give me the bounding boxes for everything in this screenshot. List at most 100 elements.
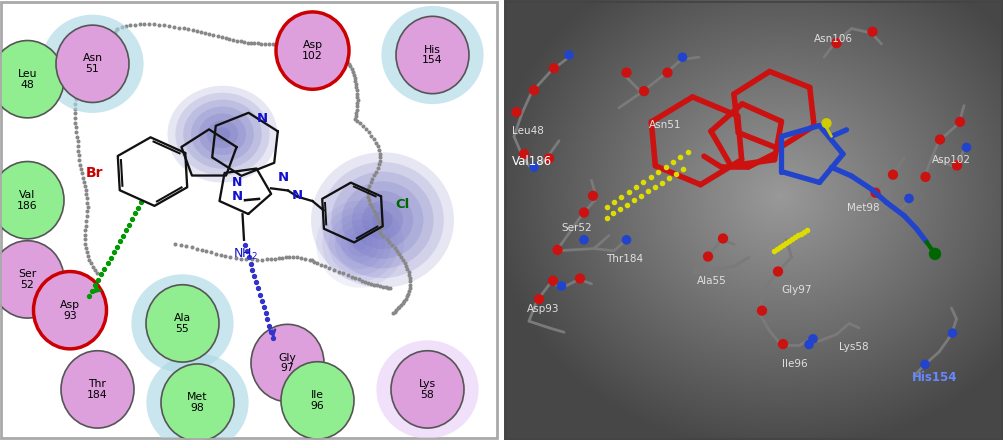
Point [864, 28, 880, 35]
Ellipse shape [145, 285, 219, 362]
Text: Gly
97: Gly 97 [279, 352, 296, 374]
Ellipse shape [41, 15, 143, 113]
Text: Leu48: Leu48 [511, 126, 543, 136]
Ellipse shape [321, 162, 443, 278]
Text: His
154: His 154 [421, 44, 442, 66]
Point [931, 136, 947, 143]
Text: Val186: Val186 [511, 155, 551, 168]
Ellipse shape [311, 152, 453, 288]
Ellipse shape [176, 93, 270, 176]
Ellipse shape [199, 114, 246, 155]
Text: Thr184: Thr184 [606, 254, 643, 264]
Point [531, 296, 547, 303]
Point [546, 65, 562, 72]
Ellipse shape [316, 201, 403, 288]
Point [561, 51, 577, 59]
Ellipse shape [322, 207, 397, 282]
Text: NH$_2$: NH$_2$ [233, 246, 257, 261]
Text: Ile
96: Ile 96 [310, 390, 324, 411]
Text: Thr
184: Thr 184 [87, 379, 107, 400]
Point [553, 282, 569, 290]
Text: Ala
55: Ala 55 [174, 313, 191, 334]
Point [674, 54, 690, 61]
Ellipse shape [362, 201, 402, 239]
Text: Asp
93: Asp 93 [60, 300, 80, 321]
Point [618, 236, 634, 243]
Point [827, 40, 844, 47]
Point [916, 361, 932, 368]
Point [948, 162, 964, 169]
Point [545, 277, 561, 284]
Point [804, 335, 820, 342]
Text: Cl: Cl [394, 198, 409, 211]
Ellipse shape [191, 106, 254, 162]
Text: Br: Br [86, 166, 103, 180]
Ellipse shape [347, 232, 372, 257]
Ellipse shape [353, 238, 366, 250]
Ellipse shape [390, 351, 463, 428]
Text: Lys58: Lys58 [839, 342, 868, 352]
Ellipse shape [215, 127, 230, 141]
Ellipse shape [281, 362, 354, 439]
Ellipse shape [160, 364, 234, 440]
Ellipse shape [381, 6, 483, 104]
Point [917, 173, 933, 180]
Ellipse shape [0, 161, 64, 239]
Text: Leu
48: Leu 48 [18, 69, 37, 90]
Text: His154: His154 [911, 370, 956, 384]
Ellipse shape [335, 219, 385, 269]
Point [774, 341, 790, 348]
Text: Asp
102: Asp 102 [302, 40, 323, 61]
Point [951, 118, 967, 125]
Point [576, 209, 592, 216]
Point [618, 69, 634, 76]
Ellipse shape [276, 12, 349, 89]
Text: N: N [291, 189, 302, 202]
Point [508, 109, 524, 116]
Ellipse shape [351, 191, 412, 249]
Point [549, 246, 565, 253]
Text: Asp102: Asp102 [931, 155, 970, 165]
Point [817, 120, 833, 127]
Point [699, 253, 715, 260]
Ellipse shape [168, 86, 277, 183]
Text: Met
98: Met 98 [188, 392, 208, 413]
Ellipse shape [341, 181, 423, 259]
Ellipse shape [207, 121, 238, 148]
Point [800, 341, 816, 348]
Point [958, 144, 974, 151]
Point [659, 69, 675, 76]
Text: Ala55: Ala55 [696, 276, 725, 286]
Ellipse shape [251, 324, 324, 402]
Text: Val
186: Val 186 [17, 190, 38, 211]
Text: Ser52: Ser52 [561, 223, 592, 233]
Point [541, 155, 557, 162]
Ellipse shape [395, 16, 468, 94]
Text: Asn51: Asn51 [648, 120, 681, 130]
Ellipse shape [183, 99, 262, 169]
Ellipse shape [372, 210, 392, 230]
Text: N: N [277, 171, 288, 184]
Text: Met98: Met98 [846, 203, 879, 213]
Point [900, 195, 916, 202]
Ellipse shape [328, 213, 391, 275]
Point [585, 192, 601, 199]
Text: N: N [232, 176, 242, 189]
Point [769, 268, 785, 275]
Text: N: N [232, 190, 243, 203]
Point [714, 235, 730, 242]
Ellipse shape [0, 40, 64, 118]
Point [526, 164, 542, 171]
Text: Asn
51: Asn 51 [82, 53, 102, 74]
Ellipse shape [376, 340, 478, 439]
Text: Asn106: Asn106 [813, 34, 853, 44]
Ellipse shape [131, 274, 234, 373]
Point [884, 171, 900, 178]
Ellipse shape [146, 353, 249, 440]
Text: Ser
52: Ser 52 [18, 269, 36, 290]
Ellipse shape [331, 172, 433, 268]
Ellipse shape [33, 271, 106, 349]
Ellipse shape [61, 351, 133, 428]
Point [753, 307, 769, 314]
Ellipse shape [56, 25, 128, 103]
